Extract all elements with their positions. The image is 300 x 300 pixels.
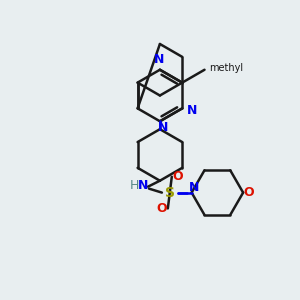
Text: O: O bbox=[244, 186, 254, 199]
Text: H: H bbox=[130, 179, 139, 192]
Text: methyl: methyl bbox=[209, 63, 244, 73]
Text: N: N bbox=[158, 121, 168, 134]
Text: N: N bbox=[154, 53, 164, 66]
Text: S: S bbox=[165, 186, 175, 200]
Text: O: O bbox=[157, 202, 167, 215]
Text: N: N bbox=[187, 104, 197, 117]
Text: O: O bbox=[172, 170, 183, 183]
Text: N: N bbox=[188, 181, 199, 194]
Text: N: N bbox=[138, 179, 148, 192]
